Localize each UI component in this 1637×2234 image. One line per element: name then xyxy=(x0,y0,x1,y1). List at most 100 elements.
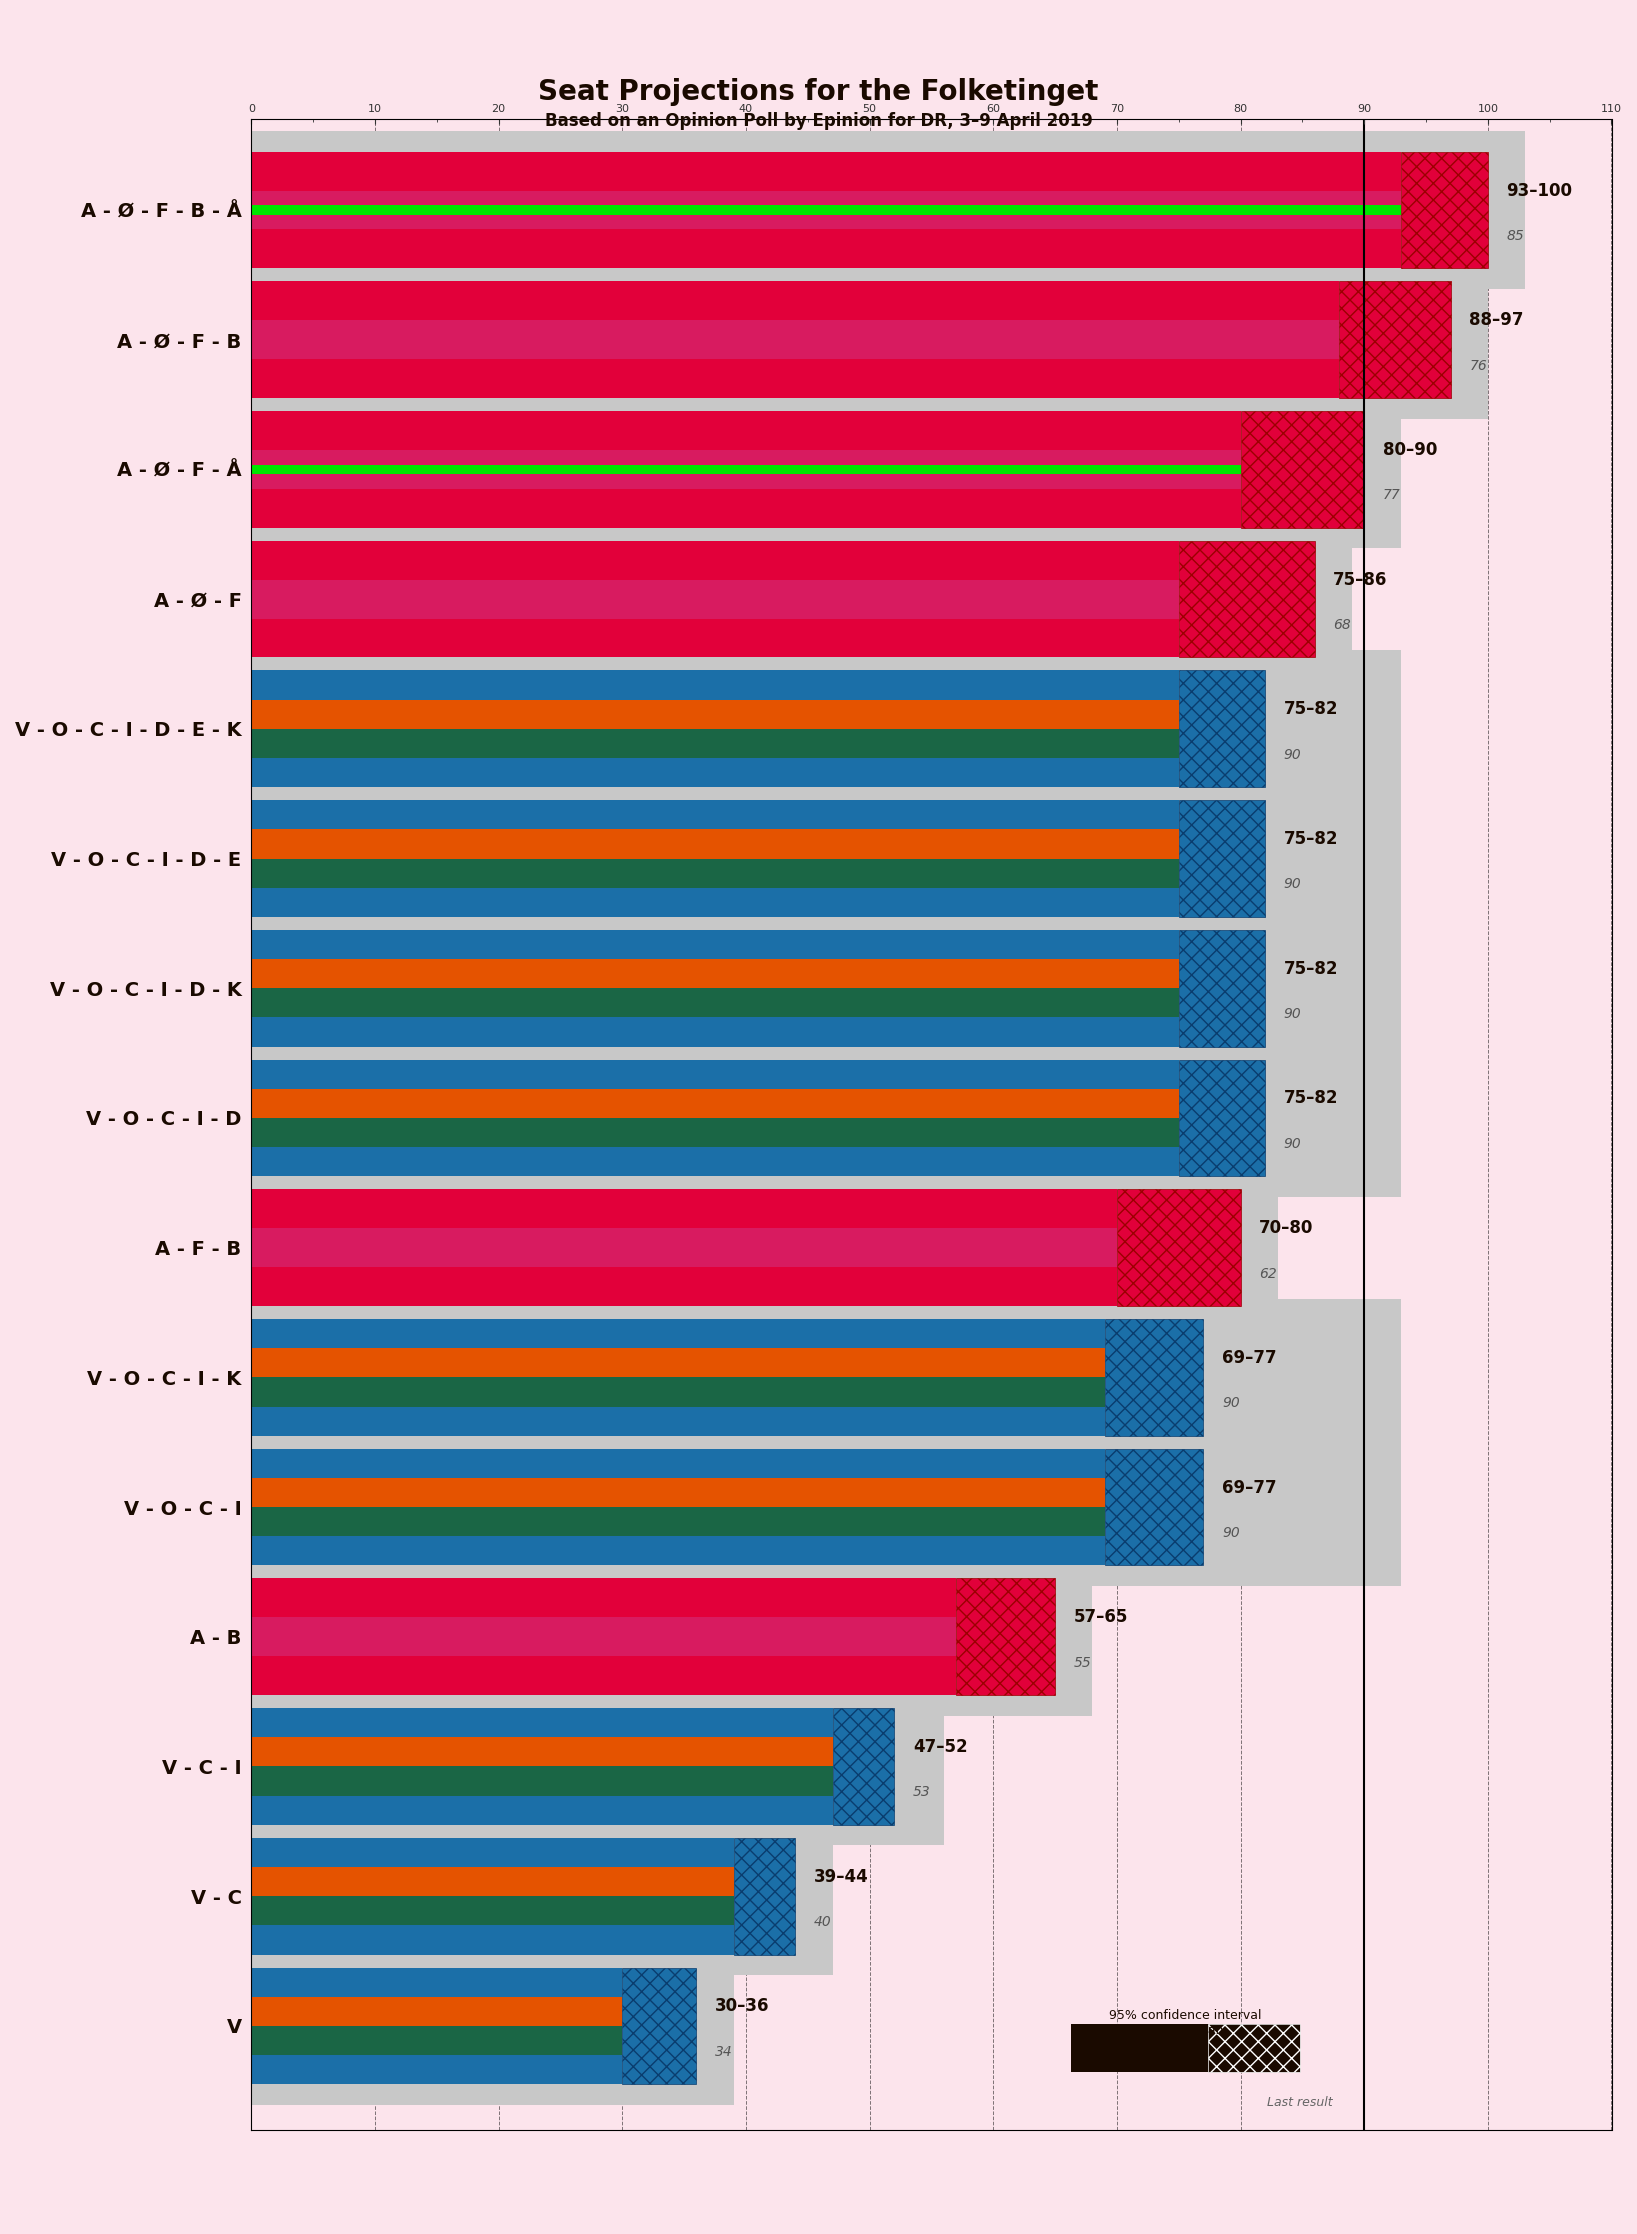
Bar xyxy=(252,579,1179,619)
Text: 90: 90 xyxy=(1283,878,1301,891)
Bar xyxy=(252,670,1179,699)
Text: Last result: Last result xyxy=(1267,2095,1333,2109)
Text: 39–44: 39–44 xyxy=(814,1868,869,1885)
Bar xyxy=(252,1117,1179,1146)
Bar xyxy=(1179,800,1265,916)
Bar xyxy=(252,206,1401,214)
Bar xyxy=(1241,411,1364,527)
Bar xyxy=(252,1428,1401,1586)
Bar xyxy=(252,261,1488,418)
Text: 68: 68 xyxy=(1333,619,1351,632)
Bar xyxy=(252,132,1526,288)
Text: 77: 77 xyxy=(1383,489,1401,503)
Bar xyxy=(252,449,1241,489)
Text: 88–97: 88–97 xyxy=(1470,311,1524,328)
Bar xyxy=(252,1229,1116,1267)
Bar xyxy=(252,1868,733,1897)
Bar xyxy=(252,2026,622,2055)
Bar xyxy=(252,1968,622,1997)
Bar xyxy=(252,1479,1105,1508)
Bar xyxy=(1071,2024,1300,2073)
Text: 34: 34 xyxy=(715,2044,733,2060)
Text: 69–77: 69–77 xyxy=(1221,1479,1277,1497)
Bar xyxy=(252,1796,833,1825)
Text: 80–90: 80–90 xyxy=(1383,440,1437,458)
Text: 90: 90 xyxy=(1283,748,1301,762)
Bar xyxy=(252,465,1241,474)
Bar xyxy=(252,1039,1401,1197)
Text: 55: 55 xyxy=(1074,1655,1092,1669)
Bar xyxy=(252,1617,956,1655)
Bar xyxy=(252,1508,1105,1537)
Bar xyxy=(252,1579,956,1617)
Bar xyxy=(252,1407,1105,1436)
Text: 57–65: 57–65 xyxy=(1074,1608,1128,1626)
Bar xyxy=(252,909,1401,1068)
Bar xyxy=(252,1267,1116,1307)
Bar xyxy=(252,2055,622,2084)
Text: 75–82: 75–82 xyxy=(1283,831,1339,849)
Text: 93–100: 93–100 xyxy=(1506,181,1573,199)
Text: Based on an Opinion Poll by Epinion for DR, 3–9 April 2019: Based on an Opinion Poll by Epinion for … xyxy=(545,112,1092,130)
Bar xyxy=(252,1318,1105,1347)
Bar xyxy=(252,1168,1277,1327)
Bar xyxy=(252,411,1241,449)
Bar xyxy=(252,1897,733,1926)
Text: 75–82: 75–82 xyxy=(1283,961,1339,978)
Bar xyxy=(252,958,1179,987)
Text: 85: 85 xyxy=(1506,228,1524,244)
Text: 90: 90 xyxy=(1283,1137,1301,1151)
Bar xyxy=(1339,281,1450,398)
Bar xyxy=(1208,2024,1300,2073)
Bar xyxy=(252,619,1179,657)
Bar xyxy=(622,1968,696,2084)
Bar xyxy=(252,699,1179,728)
Text: 70–80: 70–80 xyxy=(1259,1220,1313,1238)
Bar xyxy=(252,230,1401,268)
Text: 75–82: 75–82 xyxy=(1283,701,1339,719)
Bar xyxy=(252,1557,1092,1716)
Bar xyxy=(252,1146,1179,1177)
Bar xyxy=(252,829,1179,858)
Bar xyxy=(733,1839,796,1955)
Bar xyxy=(252,1738,833,1767)
Bar xyxy=(252,1926,733,1955)
Bar xyxy=(1401,152,1488,268)
Text: 30–36: 30–36 xyxy=(715,1997,769,2015)
Bar xyxy=(252,360,1339,398)
Bar xyxy=(252,1298,1401,1457)
Text: 40: 40 xyxy=(814,1915,832,1930)
Bar xyxy=(1179,1059,1265,1177)
Bar xyxy=(1179,929,1265,1046)
Bar xyxy=(1105,1448,1203,1566)
Bar xyxy=(252,1537,1105,1566)
Bar xyxy=(252,1448,1105,1479)
Bar xyxy=(956,1579,1056,1696)
Text: 90: 90 xyxy=(1221,1526,1239,1539)
Text: 62: 62 xyxy=(1259,1267,1277,1280)
Text: 95% confidence interval
with median: 95% confidence interval with median xyxy=(1108,2008,1262,2037)
Bar xyxy=(252,728,1179,757)
Text: 75–82: 75–82 xyxy=(1283,1090,1339,1108)
Bar xyxy=(833,1709,894,1825)
Bar xyxy=(252,391,1401,547)
Bar xyxy=(252,1347,1105,1378)
Bar xyxy=(252,1839,733,1868)
Bar xyxy=(252,152,1401,190)
Bar xyxy=(252,1378,1105,1407)
Bar xyxy=(252,858,1179,887)
Bar xyxy=(252,1948,733,2104)
Bar xyxy=(1179,670,1265,786)
Text: 75–86: 75–86 xyxy=(1333,570,1388,590)
Bar xyxy=(252,319,1339,360)
Bar xyxy=(252,1818,833,1975)
Bar xyxy=(1105,1318,1203,1436)
Bar xyxy=(252,1997,622,2026)
Text: 90: 90 xyxy=(1221,1396,1239,1410)
Bar xyxy=(252,1059,1179,1088)
Bar xyxy=(252,1016,1179,1046)
Bar xyxy=(252,1188,1116,1229)
Bar xyxy=(252,1655,956,1696)
Bar xyxy=(1179,541,1315,657)
Bar xyxy=(252,987,1179,1016)
